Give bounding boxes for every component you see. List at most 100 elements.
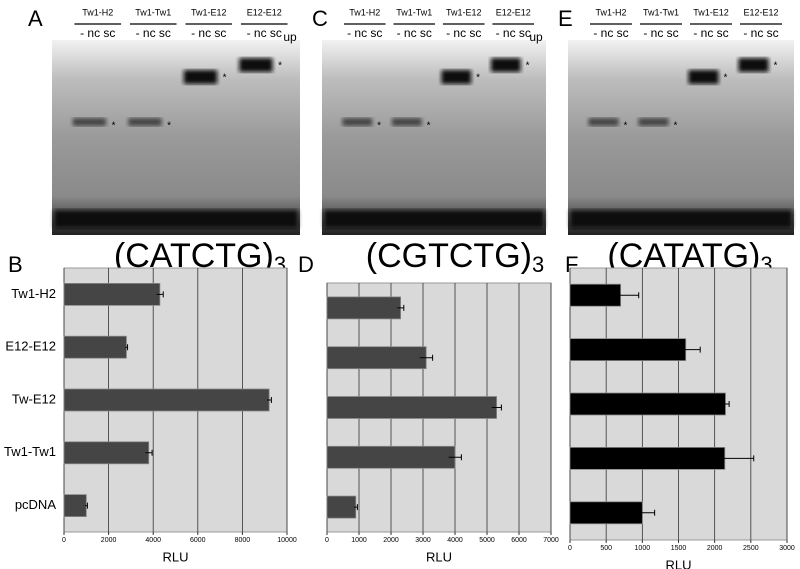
x-tick-label: 500 (600, 545, 612, 552)
asterisk: * (476, 73, 480, 84)
asterisk: * (427, 121, 431, 132)
asterisk: * (112, 121, 116, 132)
gel-bottom-band (324, 210, 544, 228)
x-tick-label: 6000 (190, 537, 206, 544)
lane-label-extra: up (529, 30, 543, 44)
asterisk: * (167, 121, 171, 132)
asterisk: * (377, 121, 381, 132)
chart-title-main: (CGTCTG) (366, 237, 532, 275)
x-tick-label: 1000 (635, 545, 651, 552)
gel-bottom-band (54, 210, 298, 228)
error-bar (354, 504, 358, 511)
panel-letter: B (8, 252, 23, 277)
lane-labels: - nc sc (136, 26, 171, 40)
y-tick-label: Tw1-Tw1 (4, 444, 56, 459)
lane-labels: - nc sc (496, 26, 531, 40)
bar (569, 338, 687, 362)
x-axis-label: RLU (426, 549, 452, 564)
panel-letter: D (298, 252, 314, 277)
lane-group-label: Tw1-Tw1 (643, 7, 679, 17)
lane-group-label: Tw1-E12 (693, 7, 729, 17)
x-axis-label: RLU (665, 557, 691, 569)
panel-letter: A (28, 6, 43, 31)
lane-labels: - nc sc (191, 26, 226, 40)
bar (326, 495, 357, 519)
y-tick-label: Tw-E12 (12, 391, 56, 406)
gel-band (239, 58, 273, 72)
gel-band (391, 118, 422, 126)
y-tick-label: E12-E12 (5, 339, 56, 354)
bar (63, 282, 161, 306)
bar (326, 346, 427, 370)
x-tick-label: 0 (568, 545, 572, 552)
lane-labels: - nc sc (643, 26, 678, 40)
x-tick-label: 3000 (415, 537, 431, 544)
lane-label-extra: up (283, 30, 297, 44)
error-bar (125, 344, 129, 351)
x-tick-label: 2000 (383, 537, 399, 544)
bar (63, 441, 150, 465)
x-tick-label: 1000 (351, 537, 367, 544)
gel-band (638, 118, 669, 126)
lane-labels: - nc sc (693, 26, 728, 40)
gel-bottom-band (570, 210, 792, 228)
lane-group-label: Tw1-Tw1 (135, 7, 171, 17)
error-bar (602, 292, 640, 299)
gel-band (688, 70, 719, 84)
gel-image (568, 40, 794, 235)
error-bar (695, 455, 755, 462)
panel-letter: E (558, 6, 573, 31)
lane-group-label: E12-E12 (496, 7, 531, 17)
error-bar (630, 509, 656, 516)
lane-group-label: Tw1-H2 (349, 7, 380, 17)
bar (63, 494, 87, 518)
asterisk: * (674, 121, 678, 132)
lane-labels: - nc sc (247, 26, 282, 40)
lane-labels: - nc sc (80, 26, 115, 40)
asterisk: * (624, 121, 628, 132)
gel-image (322, 40, 546, 235)
lane-labels: - nc sc (446, 26, 481, 40)
lane-group-label: Tw1-Tw1 (396, 7, 432, 17)
lane-group-label: Tw1-E12 (446, 7, 482, 17)
asterisk: * (278, 61, 282, 72)
gel-band (738, 58, 769, 72)
asterisk: * (774, 61, 778, 72)
x-tick-label: 4000 (145, 537, 161, 544)
error-bar (266, 397, 272, 403)
y-tick-label: pcDNA (15, 497, 57, 512)
y-tick-label: Tw1-H2 (11, 286, 56, 301)
bar (326, 445, 456, 469)
error-bar (145, 449, 153, 456)
error-bar (156, 291, 164, 298)
x-tick-label: 8000 (235, 537, 251, 544)
x-tick-label: 2000 (707, 545, 723, 552)
x-tick-label: 7000 (543, 537, 559, 544)
asterisk: * (724, 73, 728, 84)
lane-labels: - nc sc (347, 26, 382, 40)
x-tick-label: 2500 (743, 545, 759, 552)
panel-letter: C (312, 6, 328, 31)
x-tick-label: 3000 (779, 545, 795, 552)
x-tick-label: 1500 (671, 545, 687, 552)
x-axis-label: RLU (162, 549, 188, 564)
gel-band (183, 70, 218, 84)
error-bar (397, 304, 405, 311)
gel-band (588, 118, 619, 126)
bar (326, 296, 401, 320)
lane-labels: - nc sc (593, 26, 628, 40)
error-bar (85, 502, 88, 509)
lane-group-label: Tw1-H2 (595, 7, 626, 17)
lane-group-label: E12-E12 (743, 7, 778, 17)
bar (569, 392, 726, 416)
x-tick-label: 2000 (101, 537, 117, 544)
x-tick-label: 0 (62, 537, 66, 544)
bar (63, 388, 270, 412)
x-tick-label: 0 (325, 537, 329, 544)
x-tick-label: 4000 (447, 537, 463, 544)
lane-labels: - nc sc (743, 26, 778, 40)
lane-group-label: Tw1-E12 (191, 7, 227, 17)
lane-group-label: Tw1-H2 (82, 7, 113, 17)
gel-band (342, 118, 373, 126)
